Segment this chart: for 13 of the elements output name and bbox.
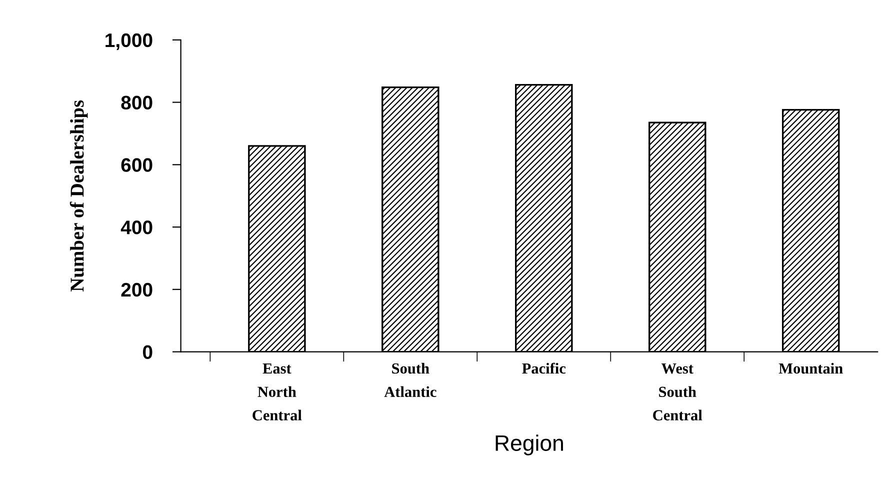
x-tick-label: West South Central (653, 364, 702, 420)
y-tick-label: 1,000 (106, 33, 152, 50)
x-axis-title: Region (496, 434, 563, 456)
x-tick-label: Mountain (778, 362, 843, 374)
y-tick-label: 0 (142, 345, 152, 360)
y-tick-label: 200 (121, 282, 152, 297)
y-axis-title: Number of Dealerships (70, 100, 88, 292)
x-tick-label: Pacific (522, 362, 566, 374)
y-tick-label: 600 (121, 158, 152, 172)
y-tick-label: 800 (121, 96, 152, 110)
y-tick-label: 400 (120, 220, 152, 234)
x-tick-label: South Atlantic (384, 362, 436, 398)
x-tick-label: East North Central (252, 364, 302, 420)
